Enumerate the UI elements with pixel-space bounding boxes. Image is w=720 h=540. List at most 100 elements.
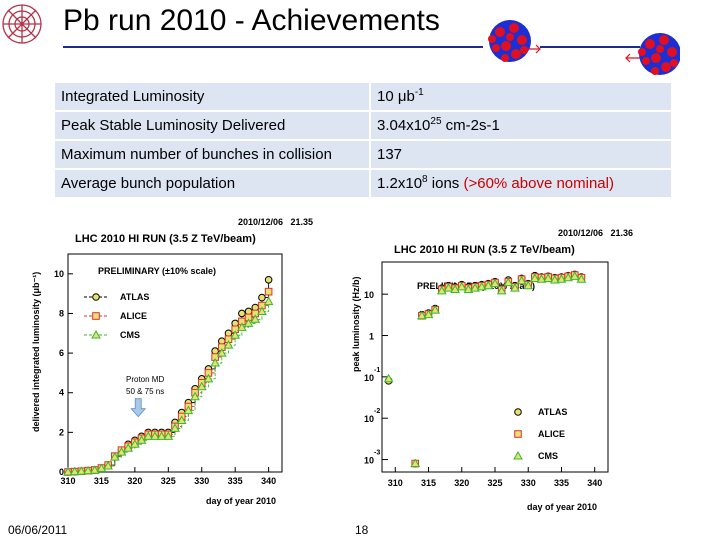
chart1-point <box>196 381 207 391</box>
chart1-point <box>156 431 167 440</box>
row-value: 3.04x1025 cm-2s-1 <box>371 112 671 139</box>
cern-logo <box>2 4 42 44</box>
chart2-point <box>516 275 527 285</box>
chart2-ylabel: peak luminosity (Hz/b) <box>351 276 361 372</box>
chart2-y-tick-label: 10 <box>364 290 374 300</box>
chart2-plot-frame <box>381 261 609 473</box>
chart1-point <box>250 314 261 323</box>
chart1-point <box>163 431 174 440</box>
chart1-point <box>76 466 87 475</box>
chart2-x-tick-label: 340 <box>587 478 602 488</box>
row-label: Integrated Luminosity <box>55 83 369 110</box>
chart1-point <box>69 466 80 476</box>
achievements-table: Integrated Luminosity 10 μb-1 Peak Stabl… <box>55 83 671 199</box>
chart1-point <box>170 423 180 432</box>
peak-luminosity-chart: 2010/12/06 21.36 LHC 2010 HI RUN (3.5 Z … <box>351 228 633 512</box>
chart2-y-tick-label: 10 <box>364 456 374 466</box>
chart1-annotation-arrow <box>130 398 147 418</box>
chart1-point <box>150 431 160 440</box>
chart2-x-tick-label: 335 <box>554 478 569 488</box>
chart1-annotation-line1: Proton MD <box>126 375 164 384</box>
chart1-point <box>89 465 100 474</box>
chart1-y-tick-label: 8 <box>59 308 64 318</box>
title-underline <box>63 46 483 48</box>
chart1-timestamp: 2010/12/06 21.35 <box>238 217 313 227</box>
chart2-point <box>576 274 587 283</box>
chart1-legend-marker <box>92 312 100 320</box>
chart1-point <box>238 309 246 318</box>
title-underline-right <box>540 46 640 48</box>
chart2-y-tick-label: 10 <box>364 373 374 383</box>
chart2-x-tick-label: 320 <box>454 478 469 488</box>
chart2-point <box>417 310 427 320</box>
chart1-point <box>264 287 273 296</box>
chart1-point <box>109 452 120 461</box>
chart1-y-tick-label: 0 <box>59 467 64 477</box>
chart2-y-tick-label: 1 <box>369 332 374 342</box>
chart1-x-tick-label: 325 <box>161 476 176 486</box>
chart1-point <box>230 330 241 339</box>
table-row: Average bunch population 1.2x108 ions (>… <box>55 170 671 197</box>
chart2-point <box>490 278 500 288</box>
chart2-point <box>436 285 447 295</box>
chart2-point <box>563 272 573 282</box>
chart2-x-tick-label: 325 <box>487 478 502 488</box>
chart2-point <box>456 281 467 291</box>
chart1-x-tick-label: 335 <box>228 476 243 486</box>
chart1-plot-frame <box>67 253 283 473</box>
table-row: Integrated Luminosity 10 μb-1 <box>55 83 671 110</box>
chart2-point <box>476 281 487 291</box>
table-row: Peak Stable Luminosity Delivered 3.04x10… <box>55 112 671 139</box>
chart1-preliminary: PRELIMINARY (±10% scale) <box>98 266 216 276</box>
chart1-x-tick-label: 315 <box>94 476 109 486</box>
chart1-point <box>83 465 93 475</box>
page-title: Pb run 2010 - Achievements <box>63 4 440 37</box>
row-value: 137 <box>371 141 671 168</box>
chart2-legend-label: ATLAS <box>538 407 567 417</box>
chart2-point <box>569 271 580 280</box>
chart2-point <box>430 305 441 314</box>
chart2-y-tick-label: 10 <box>364 414 374 424</box>
chart1-x-tick-label: 310 <box>60 476 75 486</box>
chart2-point <box>543 273 554 282</box>
integrated-luminosity-chart: 2010/12/06 21.35 LHC 2010 HI RUN (3.5 Z … <box>31 217 313 506</box>
chart1-point <box>103 461 113 470</box>
chart1-point <box>96 463 107 472</box>
chart1-title: LHC 2010 HI RUN (3.5 Z TeV/beam) <box>75 233 256 245</box>
chart1-point <box>263 296 274 306</box>
row-value: 10 μb-1 <box>371 83 671 110</box>
chart1-legend-label: ALICE <box>120 311 147 321</box>
chart2-point <box>383 373 394 383</box>
chart1-point <box>176 415 187 424</box>
chart1-y-tick-label: 10 <box>54 269 64 279</box>
chart2-point <box>443 283 454 292</box>
chart1-point <box>203 373 214 383</box>
row-label: Average bunch population <box>55 170 369 197</box>
chart2-point <box>463 284 474 293</box>
chart2-point <box>556 274 567 283</box>
page-number: 18 <box>355 523 369 537</box>
footer-date: 06/06/2011 <box>8 523 68 537</box>
chart2-timestamp: 2010/12/06 21.36 <box>558 228 633 238</box>
chart2-x-tick-label: 315 <box>421 478 436 488</box>
chart2-point <box>496 285 507 295</box>
chart1-series-line <box>68 279 270 473</box>
chart2-legend-marker <box>514 408 522 416</box>
chart2-title: LHC 2010 HI RUN (3.5 Z TeV/beam) <box>394 244 575 256</box>
chart1-xlabel: day of year 2010 <box>206 496 276 506</box>
chart2-x-tick-label: 310 <box>388 478 403 488</box>
chart1-point <box>216 348 227 357</box>
row-label: Peak Stable Luminosity Delivered <box>55 112 369 139</box>
chart1-y-tick-label: 2 <box>59 427 64 437</box>
chart2-point <box>450 284 460 293</box>
row-value: 1.2x108 ions (>60% above nominal) <box>371 170 671 197</box>
chart2-x-tick-label: 330 <box>521 478 536 488</box>
chart1-point <box>264 275 273 284</box>
chart1-point <box>143 431 154 440</box>
chart2-legend-label: CMS <box>538 451 558 461</box>
chart1-point <box>210 357 220 367</box>
chart2-point <box>549 275 560 284</box>
table-row: Maximum number of bunches in collision 1… <box>55 141 671 168</box>
chart2-legend-label: ALICE <box>538 429 565 439</box>
chart1-legend-marker <box>91 329 101 339</box>
